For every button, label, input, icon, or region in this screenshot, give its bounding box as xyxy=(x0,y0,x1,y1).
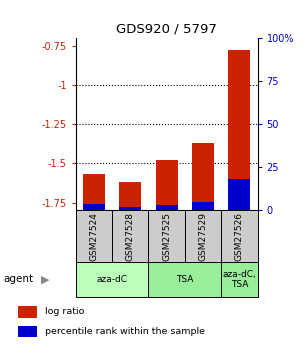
Bar xyxy=(156,205,178,210)
Bar xyxy=(221,262,258,297)
Bar xyxy=(148,262,221,297)
Text: TSA: TSA xyxy=(176,275,194,284)
Text: percentile rank within the sample: percentile rank within the sample xyxy=(45,327,205,336)
Bar xyxy=(76,262,148,297)
Text: GSM27526: GSM27526 xyxy=(235,212,244,261)
Text: ▶: ▶ xyxy=(41,275,50,284)
Bar xyxy=(228,50,250,210)
Text: aza-dC,
TSA: aza-dC, TSA xyxy=(222,270,256,289)
Bar xyxy=(228,179,250,210)
Bar xyxy=(156,160,178,210)
Bar xyxy=(76,210,112,262)
Title: GDS920 / 5797: GDS920 / 5797 xyxy=(116,22,217,36)
Bar xyxy=(192,143,214,210)
Text: aza-dC: aza-dC xyxy=(97,275,128,284)
Bar xyxy=(18,326,37,337)
Bar xyxy=(112,210,148,262)
Bar xyxy=(119,207,141,210)
Text: agent: agent xyxy=(3,275,33,284)
Bar xyxy=(221,210,258,262)
Bar xyxy=(18,306,37,318)
Bar xyxy=(119,182,141,210)
Bar xyxy=(83,174,105,210)
Bar xyxy=(83,204,105,210)
Text: GSM27524: GSM27524 xyxy=(89,212,98,261)
Bar xyxy=(192,202,214,210)
Text: GSM27528: GSM27528 xyxy=(126,212,135,261)
Bar xyxy=(148,210,185,262)
Text: GSM27525: GSM27525 xyxy=(162,212,171,261)
Text: log ratio: log ratio xyxy=(45,307,84,316)
Text: GSM27529: GSM27529 xyxy=(198,212,208,261)
Bar xyxy=(185,210,221,262)
